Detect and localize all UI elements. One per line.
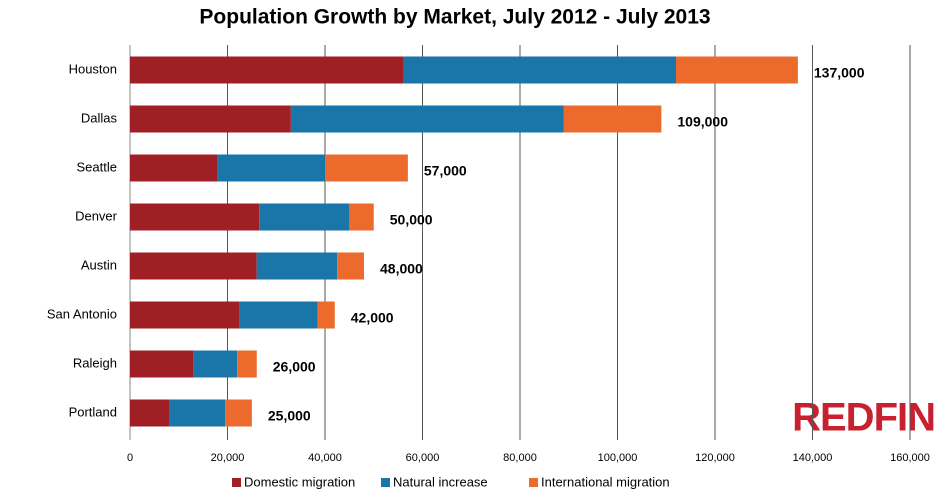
bar-segment — [337, 252, 364, 280]
total-label: 137,000 — [814, 65, 865, 81]
y-tick-label: Denver — [75, 208, 118, 223]
bar-segment — [349, 203, 374, 231]
bar-segment — [193, 350, 238, 378]
x-tick-label: 140,000 — [793, 452, 833, 464]
bar-segment — [217, 154, 325, 182]
bar-segment — [130, 203, 260, 231]
bar-segment — [563, 105, 662, 133]
x-tick-label: 0 — [127, 452, 133, 464]
bar-segment — [317, 301, 335, 329]
bar-segment — [239, 301, 318, 329]
bar-segment — [130, 399, 169, 427]
total-label: 26,000 — [273, 359, 316, 375]
x-tick-label: 120,000 — [695, 452, 735, 464]
bar-segment — [237, 350, 257, 378]
bar-segment — [130, 252, 257, 280]
bar-segment — [256, 252, 338, 280]
total-label: 57,000 — [424, 163, 467, 179]
legend-swatch — [381, 478, 390, 487]
logo: REDFIN — [792, 396, 935, 440]
chart-title: Population Growth by Market, July 2012 -… — [199, 6, 710, 29]
bar-segment — [403, 56, 676, 84]
bar-segment — [290, 105, 564, 133]
total-label: 48,000 — [380, 261, 423, 277]
legend-swatch — [529, 478, 538, 487]
bar-segment — [130, 154, 218, 182]
x-tick-label: 160,000 — [890, 452, 930, 464]
bar-segment — [130, 350, 194, 378]
y-tick-label: Dallas — [81, 110, 118, 125]
x-tick-label: 40,000 — [308, 452, 342, 464]
total-label: 42,000 — [351, 310, 394, 326]
y-tick-label: Raleigh — [73, 355, 117, 370]
y-tick-label: Seattle — [77, 159, 117, 174]
y-tick-label: San Antonio — [47, 306, 117, 321]
x-tick-label: 80,000 — [503, 452, 537, 464]
total-label: 25,000 — [268, 408, 311, 424]
y-tick-label: Houston — [69, 61, 117, 76]
legend-label: Domestic migration — [244, 474, 355, 489]
bar-segment — [676, 56, 798, 84]
legend-label: Natural increase — [393, 474, 488, 489]
bar-segment — [259, 203, 350, 231]
y-tick-label: Portland — [69, 404, 117, 419]
bar-segment — [130, 301, 240, 329]
y-tick-label: Austin — [81, 257, 117, 272]
bar-segment — [130, 105, 291, 133]
total-label: 50,000 — [390, 212, 433, 228]
x-tick-label: 20,000 — [211, 452, 245, 464]
total-label: 109,000 — [677, 114, 728, 130]
x-tick-label: 100,000 — [598, 452, 638, 464]
legend-swatch — [232, 478, 241, 487]
legend-label: International migration — [541, 474, 670, 489]
bar-segment — [225, 399, 252, 427]
bar-segment — [325, 154, 408, 182]
x-tick-label: 60,000 — [406, 452, 440, 464]
bar-segment — [130, 56, 403, 84]
bar-segment — [169, 399, 226, 427]
